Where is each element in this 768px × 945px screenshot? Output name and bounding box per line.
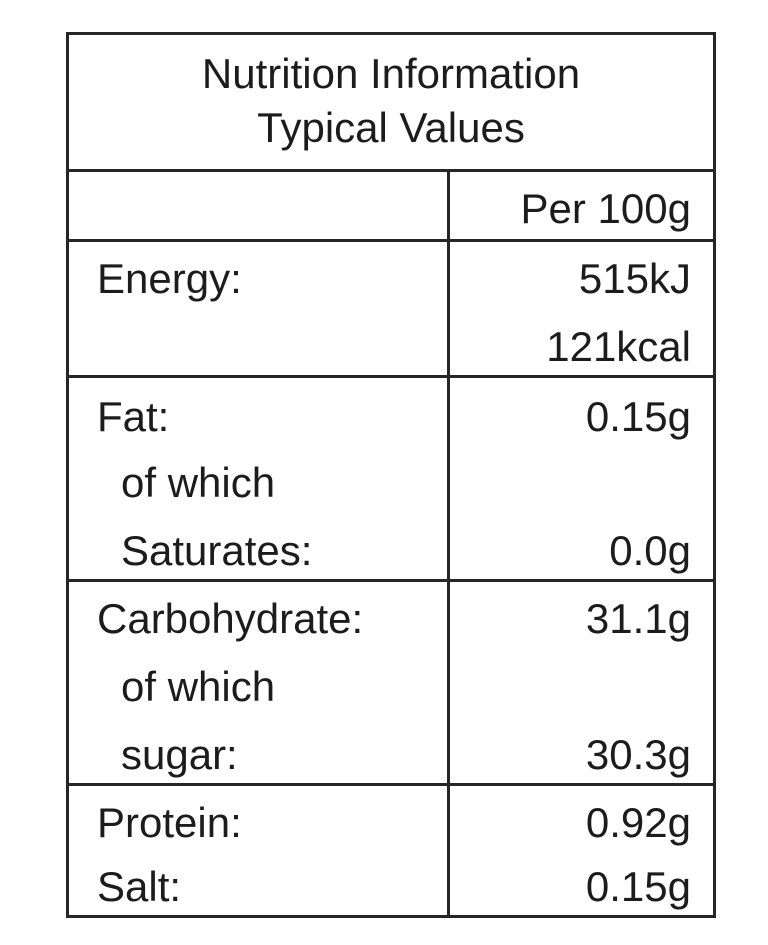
carbohydrate-value: 31.1g xyxy=(585,595,691,642)
row-divider xyxy=(69,375,713,378)
nutrition-title: Nutrition Information Typical Values xyxy=(69,35,713,172)
protein-label: Protein: xyxy=(97,799,242,846)
saturates-label: Saturates: xyxy=(121,527,313,574)
row-divider xyxy=(69,239,713,242)
energy-kj-value: 515kJ xyxy=(578,255,691,302)
energy-label: Energy: xyxy=(97,255,242,302)
per-100g-header: Per 100g xyxy=(520,185,691,232)
saturates-value: 0.0g xyxy=(609,527,691,574)
protein-value: 0.92g xyxy=(585,799,691,846)
title-line-2: Typical Values xyxy=(257,104,525,151)
sugar-value: 30.3g xyxy=(585,731,691,778)
salt-value: 0.15g xyxy=(585,863,691,910)
nutrition-label: Nutrition Information Typical Values Per… xyxy=(66,32,716,918)
sugar-label: sugar: xyxy=(121,731,238,778)
row-divider xyxy=(69,783,713,786)
energy-kcal-value: 121kcal xyxy=(546,323,691,370)
fat-label: Fat: xyxy=(97,393,170,440)
title-line-1: Nutrition Information xyxy=(201,50,581,97)
fat-value: 0.15g xyxy=(585,393,691,440)
fat-of-which-label: of which xyxy=(121,459,276,506)
row-divider xyxy=(69,579,713,582)
salt-label: Salt: xyxy=(97,863,182,910)
column-divider xyxy=(447,172,450,915)
carb-of-which-label: of which xyxy=(121,663,276,710)
carbohydrate-label: Carbohydrate: xyxy=(97,595,364,642)
